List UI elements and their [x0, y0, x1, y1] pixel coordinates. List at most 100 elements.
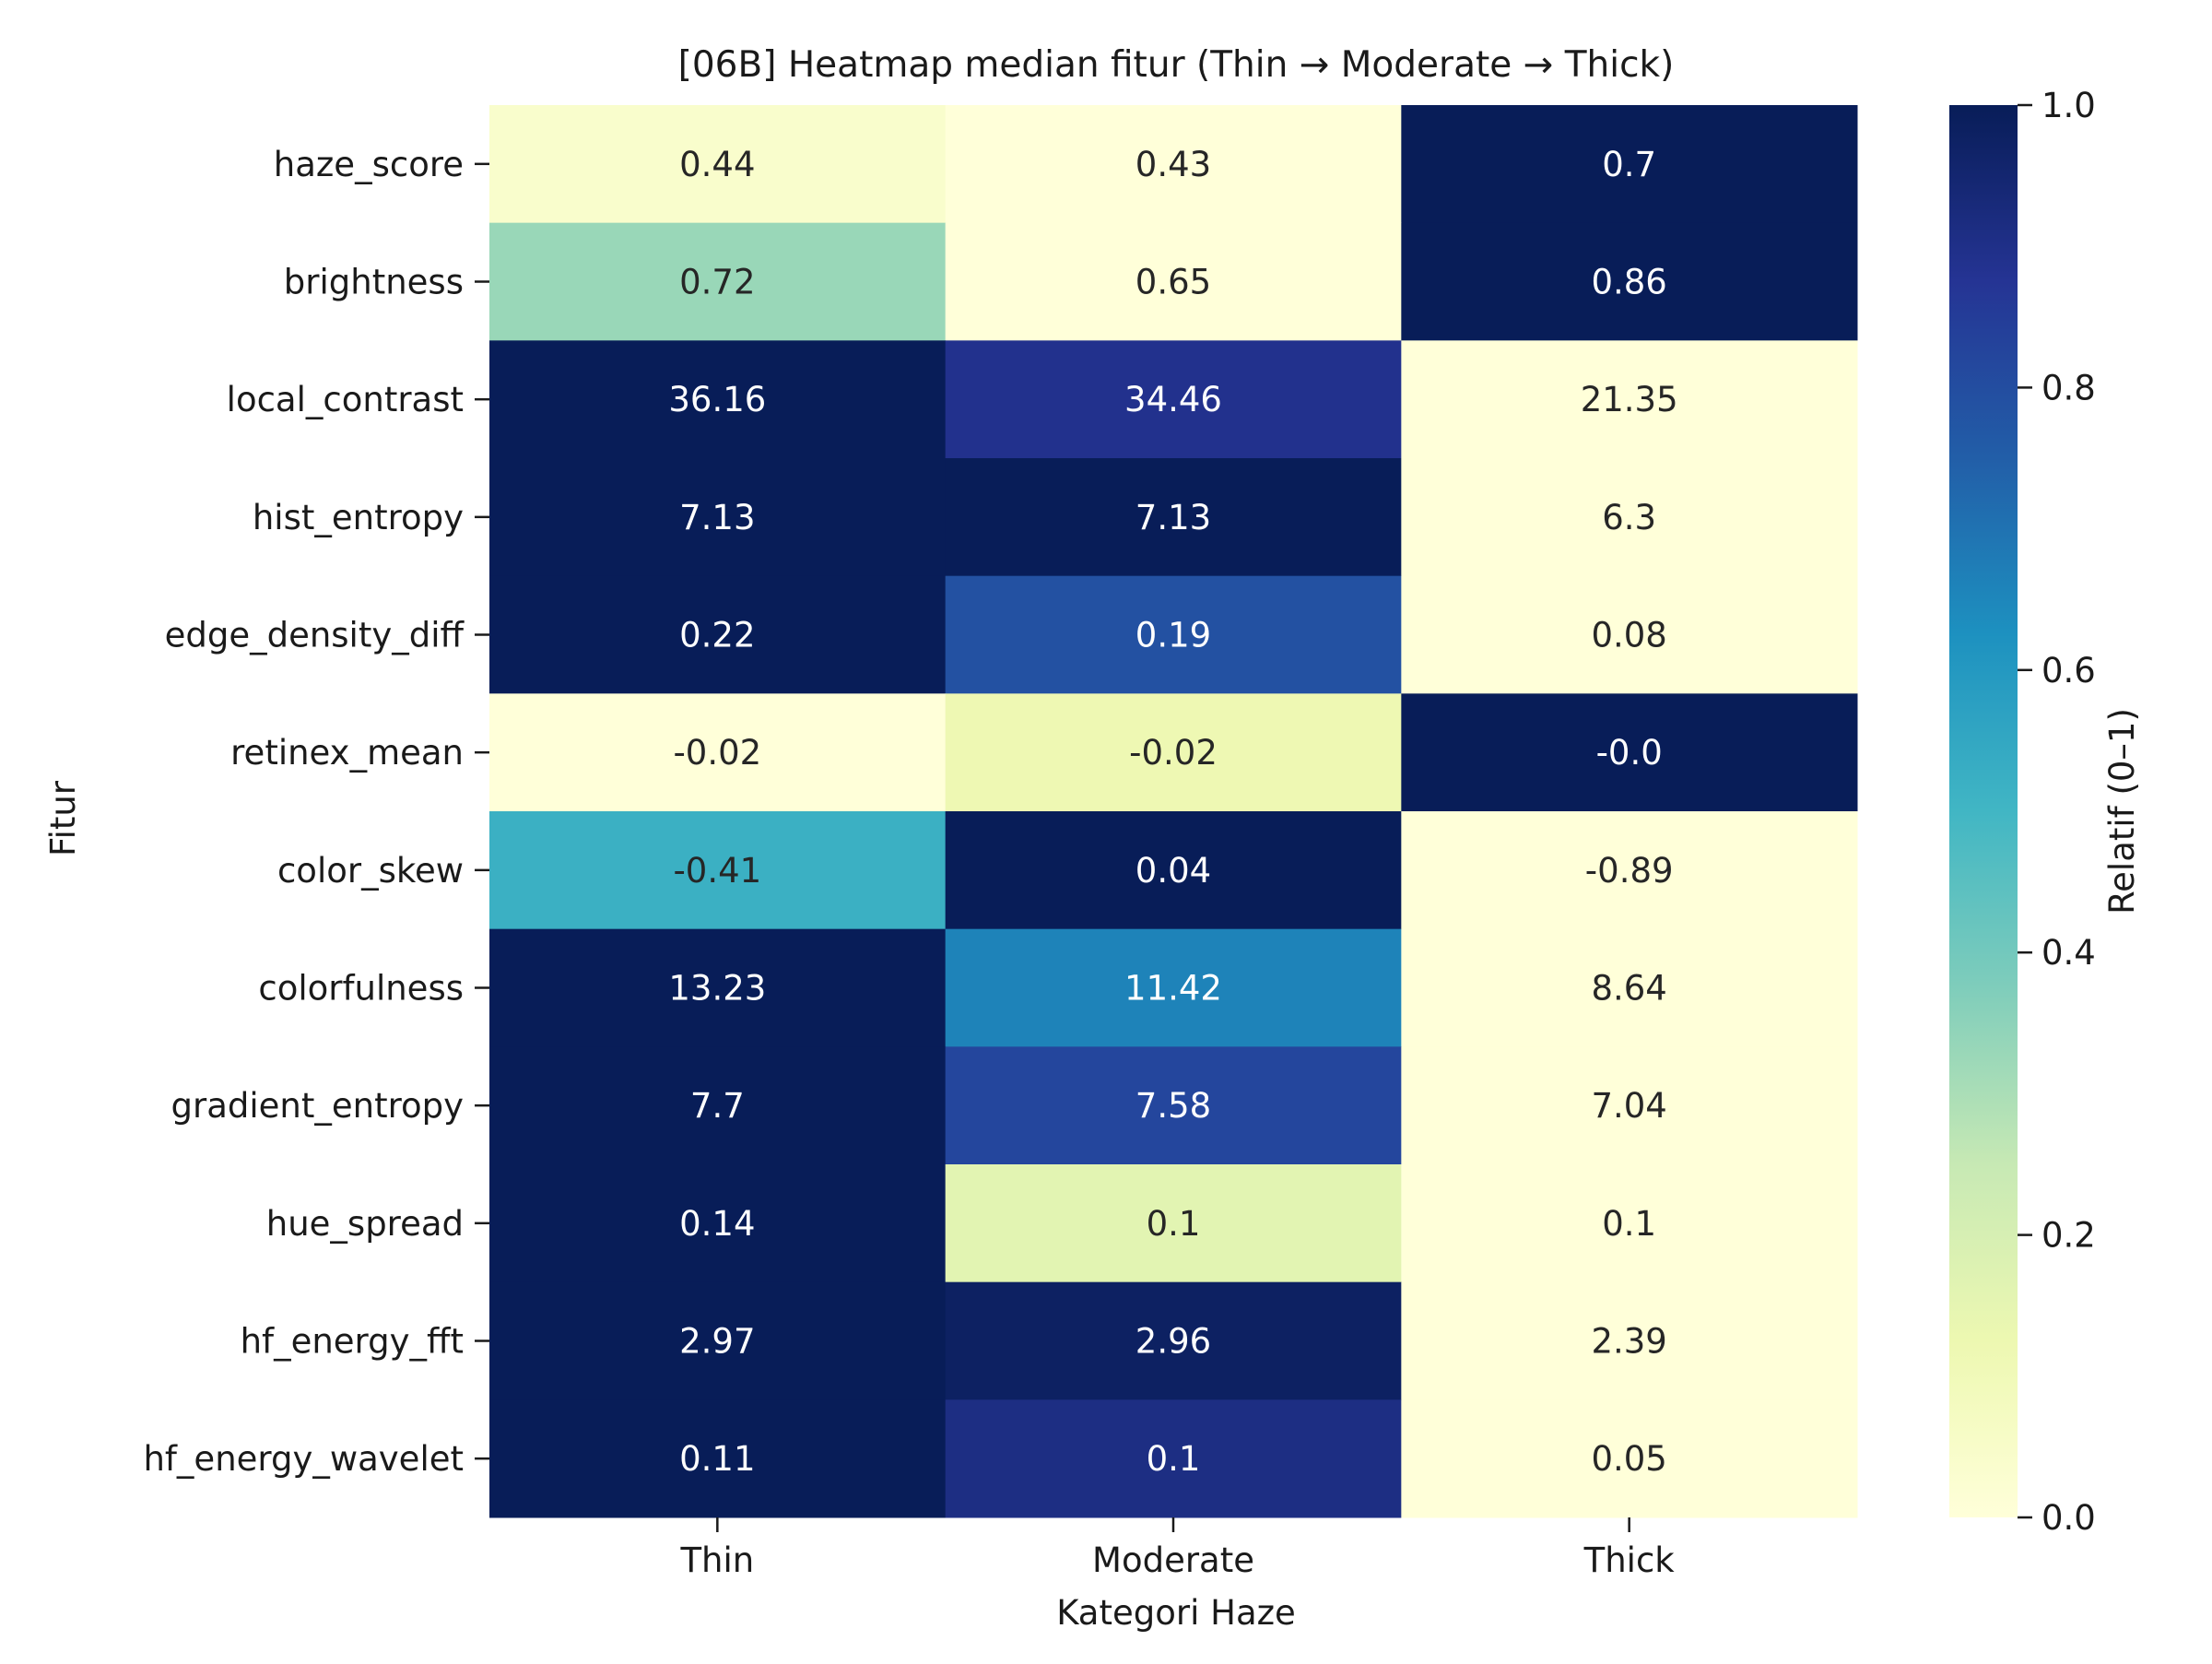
cell-annotation: 0.04: [1135, 851, 1211, 891]
colorbar-tick-label: 0.0: [2041, 1498, 2096, 1538]
cell-annotation: 7.58: [1135, 1086, 1211, 1126]
cell-annotation: 0.7: [1602, 145, 1656, 184]
x-axis-label: Kategori Haze: [1056, 1593, 1296, 1633]
y-tick-label: gradient_entropy: [171, 1086, 465, 1126]
heatmap-cell: [1401, 1281, 1858, 1400]
cell-annotation: 0.11: [679, 1439, 755, 1479]
cell-annotation: 2.97: [679, 1322, 755, 1362]
cell-annotations: 0.44 0.43 0.7 0.72 0.65 0.86 36.16 34.46 21.35 7.…: [668, 145, 1677, 1479]
heatmap-cell: [945, 458, 1402, 577]
heatmap-cell: [489, 105, 947, 224]
heatmap-cell: [489, 1046, 947, 1165]
colorbar: [1949, 105, 2018, 1517]
y-tick-label: retinex_mean: [230, 733, 464, 773]
heatmap-cell: [945, 340, 1402, 459]
cell-annotation: 7.13: [679, 498, 755, 537]
y-tick-label: colorfulness: [258, 969, 464, 1009]
heatmap-cell: [945, 928, 1402, 1047]
y-tick-label: hist_entropy: [253, 498, 464, 537]
heatmap-cell: [489, 1281, 947, 1400]
cell-annotation: 0.1: [1602, 1204, 1656, 1244]
cell-annotation: 34.46: [1124, 380, 1222, 419]
cell-annotation: 6.3: [1602, 498, 1656, 537]
heatmap-cell: [1401, 222, 1858, 341]
heatmap-cell: [1401, 458, 1858, 577]
heatmap-cell: [489, 458, 947, 577]
cell-annotation: 0.44: [679, 145, 755, 184]
y-tick-label: haze_score: [274, 145, 464, 184]
heatmap-cell: [945, 1399, 1402, 1518]
cell-annotation: 11.42: [1124, 969, 1222, 1009]
heatmap-cell: [1401, 1046, 1858, 1165]
heatmap-cell: [945, 693, 1402, 812]
colorbar-label: Relatif (0–1): [2102, 708, 2142, 915]
cell-annotation: 36.16: [668, 380, 766, 419]
colorbar-tick-label: 0.6: [2041, 651, 2096, 690]
cell-annotation: 0.72: [679, 263, 755, 302]
cell-annotation: 0.86: [1591, 263, 1666, 302]
heatmap-cell: [1401, 811, 1858, 930]
cell-annotation: -0.89: [1585, 851, 1674, 891]
heatmap-cell: [945, 222, 1402, 341]
y-tick-label: brightness: [284, 263, 464, 302]
cell-annotation: 0.1: [1147, 1204, 1201, 1244]
heatmap-cell: [945, 811, 1402, 930]
x-tick-label: Thick: [1583, 1540, 1676, 1580]
cell-annotation: 0.14: [679, 1204, 755, 1244]
cell-annotation: 0.08: [1591, 616, 1666, 655]
y-tick-label: edge_density_diff: [165, 616, 465, 655]
cell-annotation: 0.22: [679, 616, 755, 655]
colorbar-ticks: 0.0 0.2 0.4 0.6 0.8 1.0: [2018, 86, 2096, 1538]
heatmap-cell: [489, 575, 947, 694]
colorbar-tick-label: 1.0: [2041, 86, 2096, 125]
y-tick-label: local_contrast: [227, 380, 464, 419]
chart-title: [06B] Heatmap median fitur (Thin → Moder…: [678, 44, 1675, 86]
cell-annotation: 2.96: [1135, 1322, 1211, 1362]
cell-annotation: 13.23: [668, 969, 766, 1009]
heatmap-cell: [1401, 1164, 1858, 1283]
cell-annotation: 0.05: [1591, 1439, 1666, 1479]
heatmap-cell: [489, 693, 947, 812]
cell-annotation: -0.02: [673, 733, 761, 773]
heatmap-cell: [1401, 693, 1858, 812]
heatmap-cell: [1401, 105, 1858, 224]
cell-annotation: 2.39: [1591, 1322, 1666, 1362]
heatmap-cell: [489, 928, 947, 1047]
cell-annotation: 7.04: [1591, 1086, 1666, 1126]
y-tick-label: color_skew: [277, 851, 464, 891]
y-axis-label: Fitur: [43, 780, 83, 856]
cell-annotation: 8.64: [1591, 969, 1666, 1009]
heatmap-cell: [945, 575, 1402, 694]
cell-annotation: 21.35: [1581, 380, 1678, 419]
heatmap-cell: [1401, 340, 1858, 459]
heatmap-cell: [1401, 1399, 1858, 1518]
cell-annotation: 0.65: [1135, 263, 1211, 302]
heatmap-cell: [489, 1164, 947, 1283]
y-tick-label: hue_spread: [266, 1204, 464, 1244]
cell-annotation: -0.02: [1129, 733, 1218, 773]
heatmap-cell: [945, 1046, 1402, 1165]
y-tick-label: hf_energy_wavelet: [143, 1439, 464, 1479]
heatmap-cell: [945, 1164, 1402, 1283]
heatmap-cell: [945, 1281, 1402, 1400]
x-tick-label: Thin: [679, 1540, 754, 1580]
heatmap-cell: [489, 340, 947, 459]
cell-annotation: -0.0: [1596, 733, 1663, 773]
heatmap-cell: [1401, 928, 1858, 1047]
cell-annotation: 7.13: [1135, 498, 1211, 537]
heatmap-cell: [489, 1399, 947, 1518]
colorbar-tick-label: 0.8: [2041, 368, 2096, 407]
heatmap-cell: [489, 811, 947, 930]
cell-annotation: 7.7: [690, 1086, 745, 1126]
cell-annotation: 0.19: [1135, 616, 1211, 655]
heatmap-cell: [945, 105, 1402, 224]
y-axis-ticks: haze_score brightness local_contrast hist_e…: [143, 145, 489, 1479]
colorbar-tick-label: 0.2: [2041, 1216, 2096, 1256]
cell-annotation: 0.43: [1135, 145, 1211, 184]
colorbar-tick-label: 0.4: [2041, 933, 2096, 973]
cell-annotation: -0.41: [673, 851, 761, 891]
heatmap-cells: [489, 105, 1858, 1518]
x-axis-ticks: Thin Moderate Thick: [679, 1517, 1675, 1580]
